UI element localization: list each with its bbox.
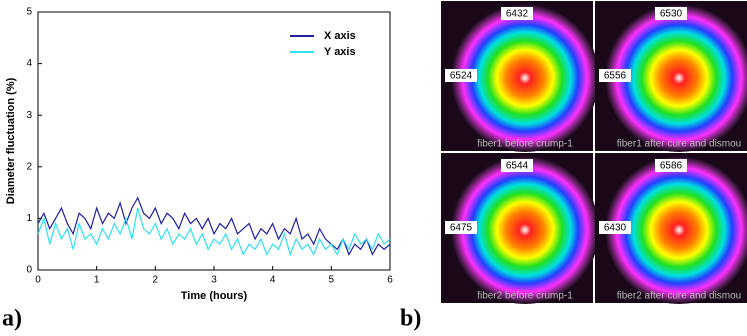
y-tick-label: 4 bbox=[26, 58, 32, 69]
beam-profile bbox=[605, 4, 747, 152]
top-label: 6432 bbox=[506, 9, 529, 20]
series-line bbox=[37, 207, 391, 257]
y-tick-label: 3 bbox=[26, 110, 32, 121]
beam-profile bbox=[451, 156, 599, 304]
y-tick-label: 0 bbox=[26, 265, 32, 276]
beam-profile bbox=[451, 4, 599, 152]
x-tick-label: 4 bbox=[270, 275, 276, 286]
x-tick-label: 6 bbox=[387, 275, 393, 286]
panel-label: a) bbox=[2, 306, 22, 332]
y-tick-label: 2 bbox=[26, 161, 32, 172]
legend-label: Y axis bbox=[324, 46, 356, 58]
beam-profile bbox=[605, 156, 747, 304]
left-label: 6475 bbox=[450, 223, 473, 234]
top-label: 6586 bbox=[660, 161, 683, 172]
x-axis-label: Time (hours) bbox=[181, 290, 248, 302]
label-box bbox=[655, 7, 687, 20]
left-label: 6430 bbox=[604, 223, 627, 234]
x-tick-label: 0 bbox=[35, 275, 41, 286]
label-box bbox=[655, 159, 687, 172]
caption: fiber2 after cure and dismou bbox=[617, 291, 742, 302]
x-tick-label: 3 bbox=[211, 275, 217, 286]
label-box bbox=[501, 7, 533, 20]
y-tick-label: 5 bbox=[26, 7, 32, 18]
left-label: 6524 bbox=[450, 71, 473, 82]
top-label: 6544 bbox=[506, 161, 529, 172]
series-line bbox=[37, 196, 391, 256]
caption: fiber1 before crump-1 bbox=[477, 139, 573, 150]
label-box bbox=[599, 221, 631, 234]
y-axis-label: Diameter fluctuation (%) bbox=[5, 77, 17, 204]
label-box bbox=[501, 159, 533, 172]
caption: fiber2 before crump-1 bbox=[477, 291, 573, 302]
beam-images: 6432 6524 fiber1 before crump-1 6530 6556 fib… bbox=[441, 1, 747, 304]
label-box bbox=[599, 69, 631, 82]
label-box bbox=[445, 221, 477, 234]
panel-label: b) bbox=[400, 306, 421, 332]
legend-label: X axis bbox=[324, 30, 356, 42]
left-label: 6556 bbox=[604, 71, 627, 82]
x-tick-label: 2 bbox=[153, 275, 159, 286]
label-box bbox=[445, 69, 477, 82]
chart: 0 1 2 3 4 5 6 0 1 2 3 4 5 Time (hours) Diameter fluctu… bbox=[5, 7, 393, 302]
y-tick-label: 1 bbox=[26, 213, 32, 224]
x-tick-label: 5 bbox=[329, 275, 335, 286]
top-label: 6530 bbox=[660, 9, 683, 20]
x-tick-label: 1 bbox=[94, 275, 100, 286]
caption: fiber1 after cure and dismou bbox=[617, 139, 742, 150]
